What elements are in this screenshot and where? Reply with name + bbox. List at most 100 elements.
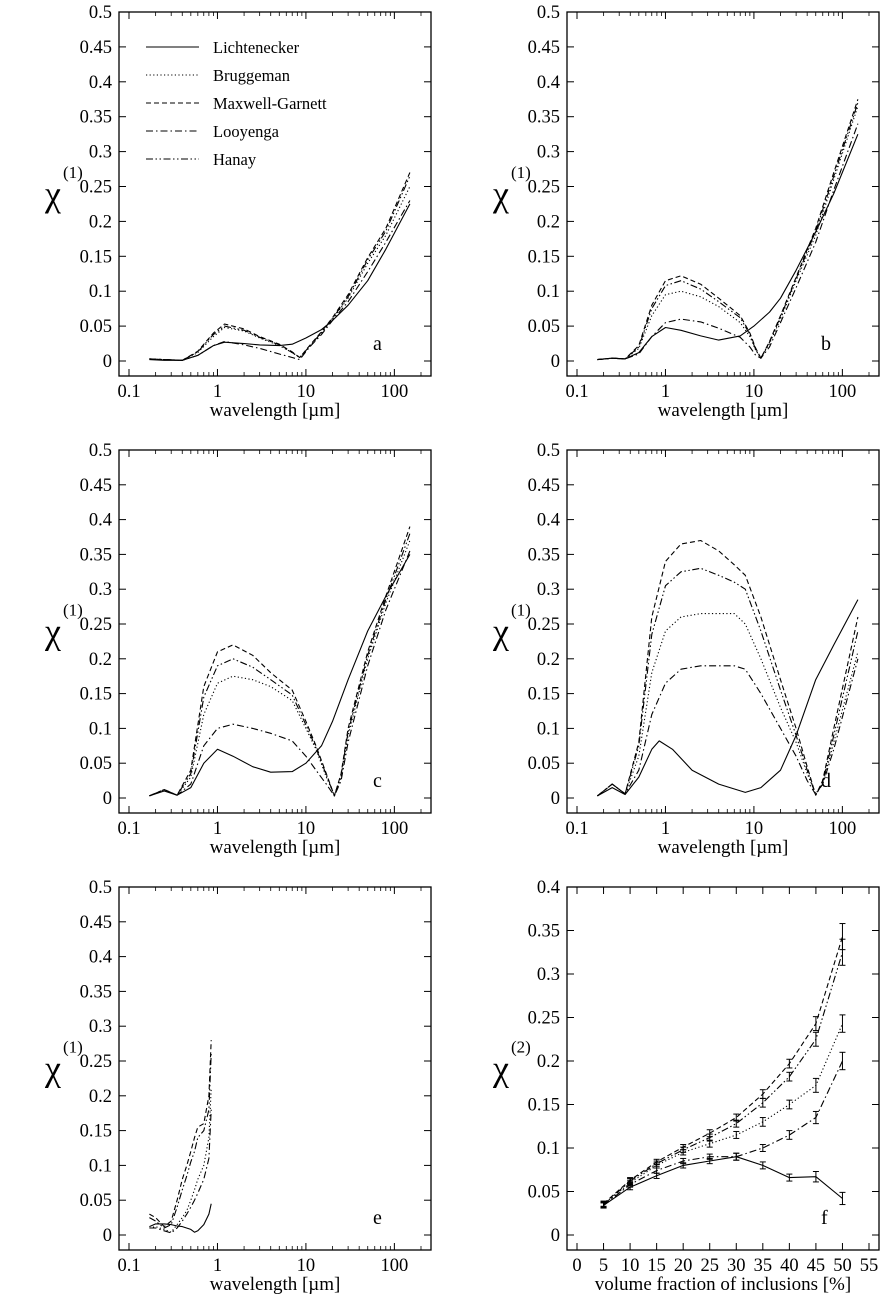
series-line bbox=[149, 1040, 212, 1228]
series-line bbox=[597, 123, 859, 361]
y-axis-label: χ bbox=[492, 612, 509, 652]
y-tick-label: 0.35 bbox=[528, 108, 560, 128]
x-tick-label: 100 bbox=[380, 819, 408, 839]
legend-label: Bruggeman bbox=[213, 66, 290, 85]
y-tick-label: 0.2 bbox=[537, 212, 560, 232]
panel-d: 0 0.05 0.1 0.15 0.2 0.25 0.3 0.35 0.4 0.45 0.5 0.1 1… bbox=[492, 441, 880, 858]
x-tick-label: 1 bbox=[213, 819, 222, 839]
x-tick-label: 30 bbox=[727, 1256, 746, 1276]
panel-f: 00.050.10.150.20.250.30.350.40 5 10 15 20 25 3… bbox=[492, 878, 880, 1295]
y-axis-label: χ bbox=[492, 1049, 509, 1089]
series-line bbox=[603, 952, 844, 1205]
series-line bbox=[149, 1088, 212, 1233]
series-line bbox=[149, 540, 411, 797]
x-tick-label: 50 bbox=[833, 1256, 852, 1276]
x-tick-label: 10 bbox=[297, 1256, 316, 1276]
plot-frame bbox=[118, 886, 432, 1251]
legend-label: Looyenga bbox=[213, 122, 280, 141]
plot-frame bbox=[566, 449, 880, 814]
panel-letter: c bbox=[373, 770, 382, 792]
x-tick-label: 20 bbox=[674, 1256, 693, 1276]
y-tick-label: 0.35 bbox=[80, 545, 112, 565]
y-tick-label: 0.1 bbox=[537, 282, 560, 302]
x-axis-label: volume fraction of inclusions [%] bbox=[595, 1274, 851, 1295]
y-tick-label: 0.4 bbox=[537, 878, 560, 898]
y-tick-label: 0.3 bbox=[537, 143, 560, 163]
series-maxwell-garnett bbox=[149, 172, 411, 361]
plot-frame bbox=[118, 11, 432, 377]
y-tick-label: 0.3 bbox=[537, 965, 560, 985]
series-lichtenecker bbox=[597, 599, 859, 797]
y-tick-label: 0.2 bbox=[537, 650, 560, 670]
y-tick-label: 0.5 bbox=[89, 878, 112, 898]
y-tick-label: 0.35 bbox=[80, 108, 112, 128]
series-hanay bbox=[600, 938, 846, 1208]
series-line bbox=[597, 102, 859, 361]
x-tick-label: 1 bbox=[661, 382, 670, 402]
y-tick-label: 0.5 bbox=[537, 441, 560, 461]
y-tick-label: 0.15 bbox=[80, 1122, 112, 1142]
y-tick-label: 0.3 bbox=[537, 580, 560, 600]
series-line bbox=[149, 1053, 212, 1229]
y-tick-label: 0.3 bbox=[89, 1017, 112, 1037]
panel-a: 0 0.05 0.1 0.15 0.2 0.25 0.3 0.35 0.4 0.45 0.5 0.1 1… bbox=[44, 3, 432, 421]
x-tick-label: 15 bbox=[647, 1256, 666, 1276]
panel-letter: b bbox=[821, 333, 831, 355]
series-hanay bbox=[149, 175, 411, 361]
x-tick-label: 10 bbox=[745, 382, 764, 402]
y-tick-label: 0.25 bbox=[80, 178, 112, 198]
y-axis-label: χ bbox=[492, 174, 509, 214]
x-tick-label: 1 bbox=[213, 1256, 222, 1276]
y-tick-label: 0.2 bbox=[537, 1052, 560, 1072]
series-line bbox=[149, 1203, 212, 1233]
legend-label: Maxwell-Garnett bbox=[213, 94, 327, 113]
y-tick-label: 0.25 bbox=[80, 615, 112, 635]
x-tick-label: 100 bbox=[380, 382, 408, 402]
y-tick-label: 0 bbox=[551, 789, 560, 809]
y-tick-label: 0.4 bbox=[537, 511, 560, 531]
y-axis-label-superscript: (1) bbox=[63, 1038, 83, 1057]
y-tick-label: 0.35 bbox=[528, 545, 560, 565]
y-tick-label: 0 bbox=[103, 1226, 112, 1246]
series-line bbox=[603, 1023, 844, 1205]
x-tick-label: 0.1 bbox=[565, 819, 588, 839]
series-looyenga bbox=[149, 200, 411, 361]
series-line bbox=[149, 550, 411, 797]
y-axis-label-superscript: (2) bbox=[511, 1038, 531, 1057]
x-axis-label: wavelength [µm] bbox=[210, 1274, 341, 1295]
x-tick-label: 10 bbox=[745, 819, 764, 839]
y-tick-label: 0.3 bbox=[89, 580, 112, 600]
y-tick-label: 0.4 bbox=[89, 73, 112, 93]
y-tick-label: 0.45 bbox=[528, 38, 560, 58]
y-tick-label: 0.45 bbox=[528, 476, 560, 496]
y-axis-label: χ bbox=[44, 1049, 61, 1089]
y-tick-label: 0.4 bbox=[89, 948, 112, 968]
series-line bbox=[597, 613, 859, 797]
series-line bbox=[597, 133, 859, 361]
x-tick-label: 10 bbox=[297, 382, 316, 402]
x-tick-label: 55 bbox=[860, 1256, 879, 1276]
y-axis-label: χ bbox=[44, 612, 61, 652]
series-maxwell-garnett bbox=[597, 99, 859, 361]
y-tick-label: 0.2 bbox=[89, 650, 112, 670]
y-tick-label: 0 bbox=[103, 352, 112, 372]
y-tick-label: 0.1 bbox=[89, 1156, 112, 1176]
y-tick-label: 0.25 bbox=[528, 615, 560, 635]
series-line bbox=[603, 1060, 843, 1206]
y-tick-label: 0.15 bbox=[528, 1096, 560, 1116]
x-tick-label: 25 bbox=[700, 1256, 719, 1276]
x-axis-label: wavelength [µm] bbox=[658, 400, 789, 421]
y-axis-label-superscript: (1) bbox=[511, 601, 531, 620]
y-tick-label: 0.15 bbox=[80, 685, 112, 705]
plot-frame bbox=[566, 886, 880, 1251]
y-tick-label: 0.2 bbox=[89, 1087, 112, 1107]
x-axis-label: wavelength [µm] bbox=[210, 400, 341, 421]
y-tick-label: 0.25 bbox=[528, 1009, 560, 1029]
series-line bbox=[149, 172, 411, 361]
series-hanay bbox=[149, 1053, 212, 1229]
y-tick-label: 0.4 bbox=[89, 511, 112, 531]
x-tick-label: 0.1 bbox=[565, 382, 588, 402]
series-line bbox=[603, 1156, 843, 1206]
y-tick-label: 0.05 bbox=[80, 317, 112, 337]
